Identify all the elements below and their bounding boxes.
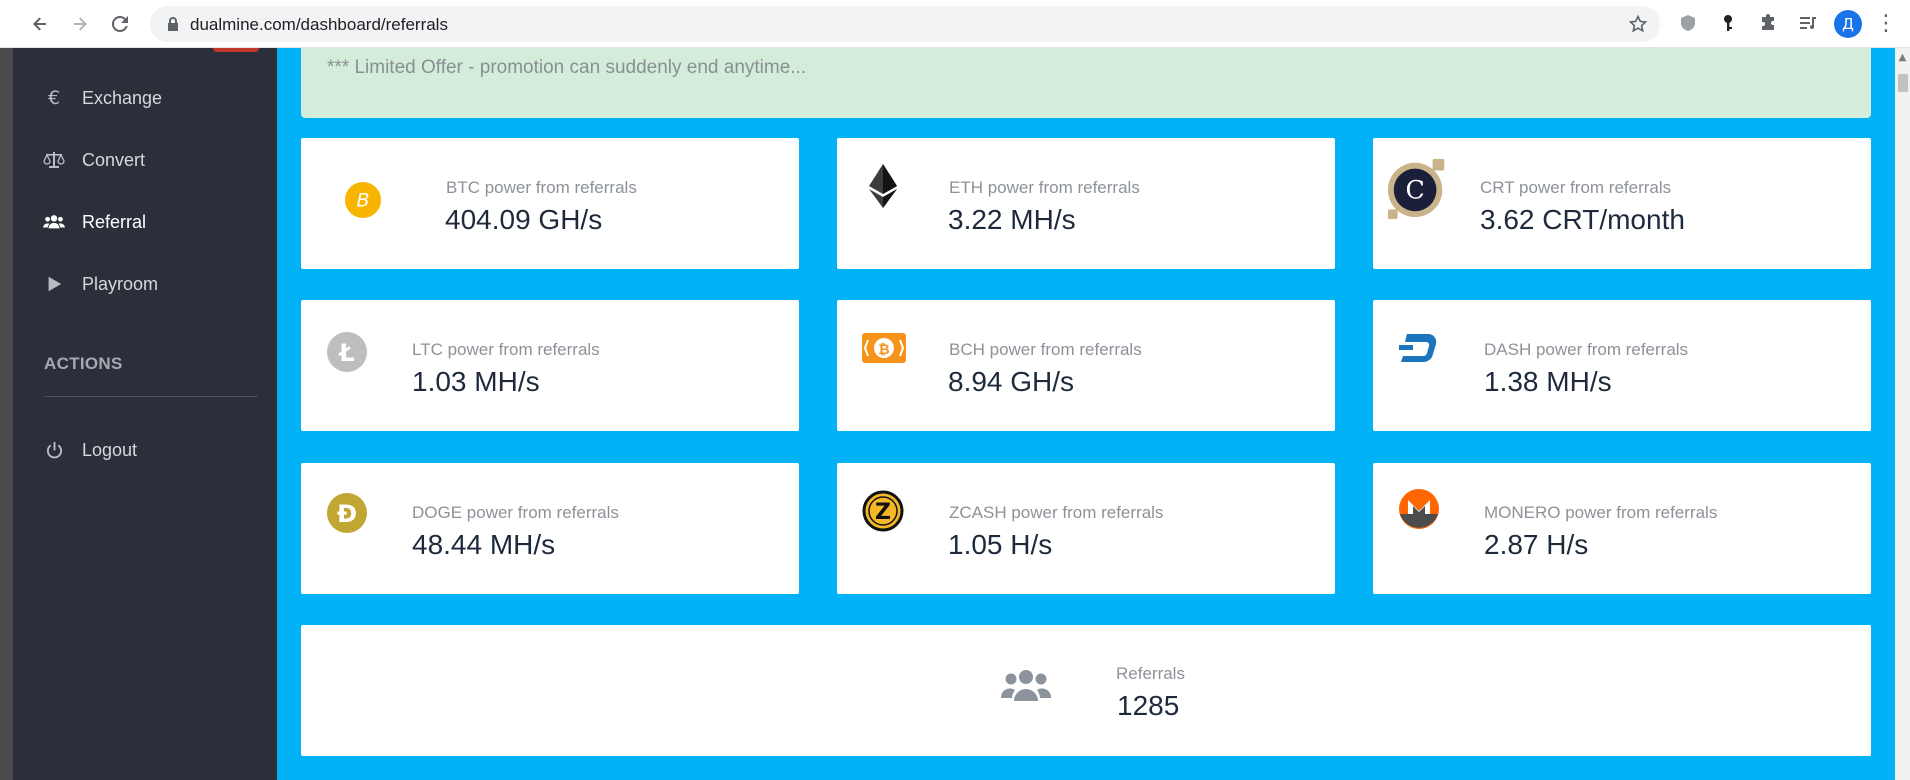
- forward-icon[interactable]: [66, 10, 94, 38]
- power-icon: [43, 439, 65, 461]
- card-value: 8.94 GH/s: [948, 366, 1075, 397]
- sidebar-item-label: Logout: [82, 439, 138, 460]
- ltc-card: Ł LTC power from referrals 1.03 MH/s: [301, 300, 799, 431]
- sidebar-item-referral[interactable]: Referral: [13, 200, 277, 244]
- address-bar[interactable]: dualmine.com/dashboard/referrals: [150, 6, 1660, 42]
- card-value: 48.44 MH/s: [412, 529, 556, 560]
- card-value: 1.05 H/s: [948, 529, 1053, 560]
- card-label: BCH power from referrals: [949, 340, 1142, 359]
- doge-card: Ð DOGE power from referrals 48.44 MH/s: [301, 463, 799, 594]
- card-label: MONERO power from referrals: [1484, 503, 1718, 522]
- litecoin-icon: Ł: [325, 330, 369, 374]
- euro-icon: €: [47, 87, 61, 109]
- zcash-card: Z ZCASH power from referrals 1.05 H/s: [837, 463, 1335, 594]
- bookmark-star-icon[interactable]: [1628, 14, 1648, 34]
- referrals-card: Referrals 1285: [301, 625, 1871, 756]
- svg-text:C: C: [1405, 176, 1424, 205]
- bitcoin-cash-icon: ₿: [862, 326, 906, 370]
- profile-avatar[interactable]: Д: [1834, 10, 1862, 38]
- page-scrollbar[interactable]: ▲: [1895, 48, 1910, 780]
- scroll-thumb[interactable]: [1898, 74, 1908, 92]
- svg-text:Z: Z: [875, 500, 891, 525]
- play-icon: [43, 273, 65, 295]
- actions-heading: ACTIONS: [44, 354, 123, 373]
- lock-icon: [168, 17, 178, 31]
- svg-text:Ł: Ł: [337, 339, 354, 367]
- sidebar: € Exchange Convert Referral Playroom ACT…: [13, 48, 277, 780]
- window-edge: [0, 0, 13, 780]
- btc-card: B BTC power from referrals 404.09 GH/s: [301, 138, 799, 269]
- sidebar-item-label: Exchange: [82, 87, 163, 108]
- scroll-up-icon[interactable]: ▲: [1898, 52, 1907, 63]
- card-value: 3.22 MH/s: [948, 204, 1076, 235]
- referrals-count: 1285: [1117, 690, 1180, 721]
- sidebar-item-exchange[interactable]: € Exchange: [13, 76, 277, 120]
- dash-card: DASH power from referrals 1.38 MH/s: [1373, 300, 1871, 431]
- bch-card: ₿ BCH power from referrals 8.94 GH/s: [837, 300, 1335, 431]
- sidebar-accent: [213, 48, 259, 52]
- bitcoin-icon: B: [341, 178, 385, 222]
- balance-scale-icon: [43, 149, 65, 171]
- reload-icon[interactable]: [106, 10, 134, 38]
- card-value: 1.38 MH/s: [1484, 366, 1612, 397]
- card-label: LTC power from referrals: [412, 340, 600, 359]
- card-label: BTC power from referrals: [446, 178, 637, 197]
- zcash-icon: Z: [861, 489, 905, 533]
- sidebar-item-label: Playroom: [82, 273, 159, 294]
- card-label: CRT power from referrals: [1480, 178, 1672, 197]
- sidebar-item-convert[interactable]: Convert: [13, 138, 277, 182]
- browser-toolbar: dualmine.com/dashboard/referrals Д ⋮: [0, 0, 1910, 48]
- monero-card: MONERO power from referrals 2.87 H/s: [1373, 463, 1871, 594]
- key-extension-icon[interactable]: [1717, 12, 1739, 34]
- card-label: ZCASH power from referrals: [949, 503, 1164, 522]
- media-queue-icon[interactable]: [1797, 12, 1819, 34]
- svg-text:₿: ₿: [878, 342, 889, 358]
- main-content: *** Limited Offer - promotion can sudden…: [277, 48, 1895, 780]
- promo-banner: *** Limited Offer - promotion can sudden…: [301, 48, 1871, 118]
- sidebar-divider: [44, 396, 258, 397]
- sidebar-item-playroom[interactable]: Playroom: [13, 262, 277, 306]
- card-value: 2.87 H/s: [1484, 529, 1589, 560]
- card-value: 1.03 MH/s: [412, 366, 540, 397]
- card-label: DOGE power from referrals: [412, 503, 619, 522]
- crt-coin-icon: C: [1385, 154, 1453, 222]
- eth-card: ETH power from referrals 3.22 MH/s: [837, 138, 1335, 269]
- url-text: dualmine.com/dashboard/referrals: [190, 15, 448, 34]
- sidebar-item-logout[interactable]: Logout: [13, 428, 277, 472]
- card-label: DASH power from referrals: [1484, 340, 1689, 359]
- back-icon[interactable]: [26, 10, 54, 38]
- sidebar-item-label: Referral: [82, 211, 147, 232]
- users-icon: [43, 211, 65, 233]
- dogecoin-icon: Ð: [325, 491, 369, 535]
- card-label: ETH power from referrals: [949, 178, 1140, 197]
- browser-menu-icon[interactable]: ⋮: [1875, 11, 1897, 36]
- promo-text: *** Limited Offer - promotion can sudden…: [327, 57, 807, 78]
- shield-extension-icon[interactable]: [1677, 12, 1699, 34]
- referrals-label: Referrals: [1116, 664, 1185, 683]
- sidebar-item-label: Convert: [82, 149, 146, 170]
- monero-icon: [1397, 487, 1441, 531]
- puzzle-extensions-icon[interactable]: [1757, 12, 1779, 34]
- card-value: 404.09 GH/s: [445, 204, 603, 235]
- svg-text:B: B: [356, 190, 369, 212]
- svg-text:Ð: Ð: [337, 500, 357, 528]
- card-value: 3.62 CRT/month: [1480, 204, 1685, 235]
- dash-icon: [1397, 326, 1441, 370]
- crt-card: C CRT power from referrals 3.62 CRT/mont…: [1373, 138, 1871, 269]
- ethereum-icon: [861, 164, 905, 208]
- users-icon: [1000, 667, 1052, 707]
